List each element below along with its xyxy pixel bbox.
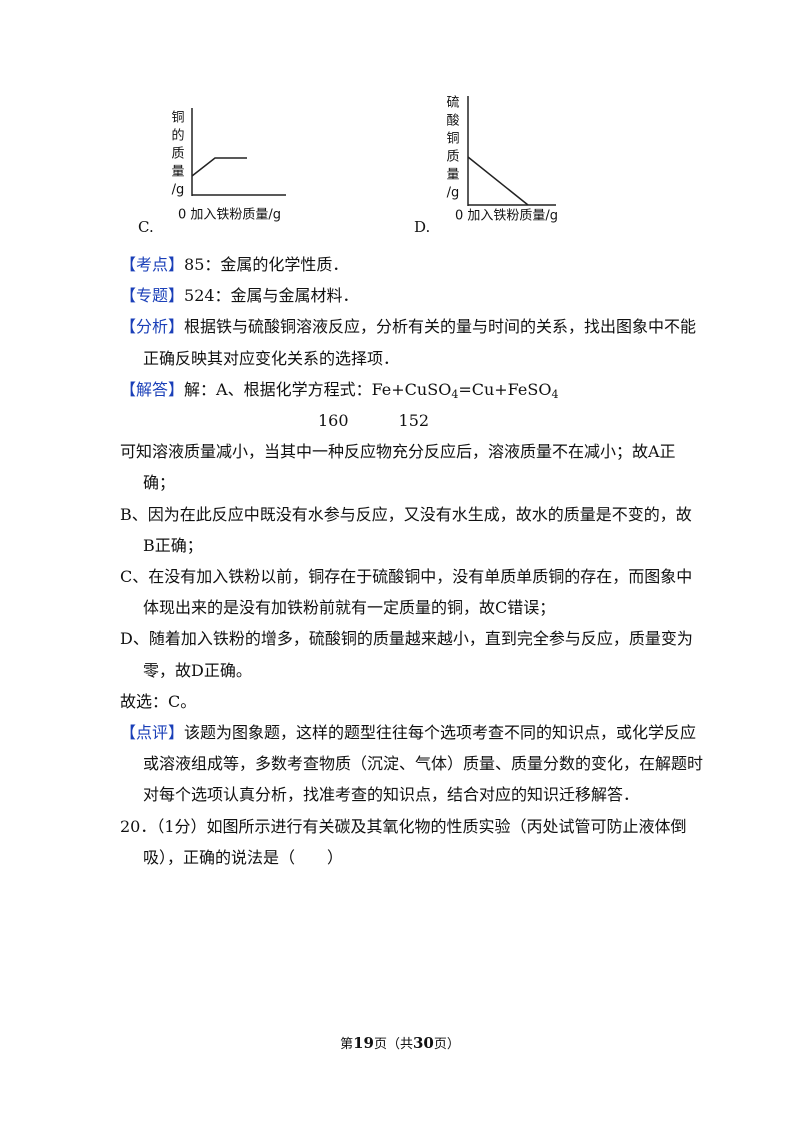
text-line: 体现出来的是没有加铁粉前就有一定质量的铜，故C错误； [143,597,555,619]
section-label: 【分析】 [120,317,185,337]
equation-part: 4 [451,387,459,401]
equation-part: =Cu+FeSO [458,379,552,399]
y-axis-label: 铜 [446,132,459,147]
text: B、因为在此反应中既没有水参与反应，又没有水生成，故水的质量是不变的，故 [120,504,692,524]
text-line: B、因为在此反应中既没有水参与反应，又没有水生成，故水的质量是不变的，故 [120,504,692,526]
mass: 160 [318,411,349,430]
y-axis-label: 酸 [446,114,459,129]
text: C、在没有加入铁粉以前，铜存在于硫酸铜中，没有单质单质铜的存在，而图象中 [120,567,693,586]
section-label: 【解答】 [120,379,185,399]
text: 524：金属与金属材料． [184,286,359,306]
equation-part: 4 [551,387,559,401]
text: 对每个选项认真分析，找准考查的知识点，结合对应的知识迁移解答． [143,785,640,805]
text: 故选：C。 [120,691,197,711]
y-axis-label: 质 [171,147,184,162]
text-line: 【解答】解：A、根据化学方程式：Fe+CuSO4=Cu+FeSO4 [120,379,558,401]
text-line: 吸），正确的说法是（ ） [143,847,343,869]
text-line: 可知溶液质量减小，当其中一种反应物充分反应后，溶液质量不在减小；故A正 [120,441,676,463]
x-axis-label: 0 加入铁粉质量/g [178,208,281,223]
question-text: 吸），正确的说法是（ ） [143,847,344,867]
section-label: 【考点】 [120,255,185,274]
text: 或溶液组成等，多数考查物质（沉淀、气体）质量、质量分数的变化，在解题时 [143,754,704,774]
option-label: C. [138,218,154,236]
text-line: B正确； [143,535,203,557]
text-line: 20．（1分）如图所示进行有关碳及其氧化物的性质实验（丙处试管可防止液体倒 [120,816,687,838]
text: 85：金属的化学性质． [184,255,349,274]
text: 确； [143,473,176,493]
section-label: 【点评】 [120,723,185,742]
text-line: C、在没有加入铁粉以前，铜存在于硫酸铜中，没有单质单质铜的存在，而图象中 [120,566,692,588]
text-line: 故选：C。 [120,691,196,713]
footer-text: 页） [433,1037,460,1052]
text-line: 【点评】该题为图象题，这样的题型往往每个选项考查不同的知识点，或化学反应 [120,722,696,744]
page-total: 30 [413,1034,434,1052]
y-axis-label: 质 [446,150,459,165]
text: B正确； [143,535,203,555]
text: 解：A、根据化学方程式： [184,379,372,399]
graph-line [191,157,247,177]
text-line: 零，故D正确。 [143,660,252,682]
text-line: 【专题】524：金属与金属材料． [120,285,359,307]
text-line: 确； [143,472,175,494]
footer-text: 页（共 [373,1037,413,1052]
question-text: 20．（1分）如图所示进行有关碳及其氧化物的性质实验（丙处试管可防止液体倒 [120,816,687,836]
y-axis-label: 量 [446,168,459,183]
text-line: 对每个选项认真分析，找准考查的知识点，结合对应的知识迁移解答． [143,784,639,806]
text: 零，故D正确。 [143,660,252,680]
y-axis-label: 硫 [446,96,459,111]
mass-line: 160 152 [318,410,429,432]
option-label: D. [414,218,430,236]
page-number: 19 [353,1034,374,1052]
text-line: 【考点】85：金属的化学性质． [120,254,348,276]
y-axis-label: 量 [171,165,184,180]
equation-part: Fe+CuSO [371,379,452,399]
y-axis-label: /g [447,186,460,201]
footer: 第19页（共30页） [0,1033,800,1052]
text: 正确反映其对应变化关系的选择项． [143,348,400,368]
text-line: D、随着加入铁粉的增多，硫酸铜的质量越来越小，直到完全参与反应，质量变为 [120,628,693,650]
text-line: 或溶液组成等，多数考查物质（沉淀、气体）质量、质量分数的变化，在解题时 [143,753,703,775]
text: 该题为图象题，这样的题型往往每个选项考查不同的知识点，或化学反应 [184,723,697,742]
text: 体现出来的是没有加铁粉前就有一定质量的铜，故C错误； [143,598,556,618]
section-label: 【专题】 [120,286,185,306]
text: 可知溶液质量减小，当其中一种反应物充分反应后，溶液质量不在减小；故A正 [120,442,676,462]
text-line: 【分析】根据铁与硫酸铜溶液反应，分析有关的量与时间的关系，找出图象中不能 [120,316,696,338]
x-axis-label: 0 加入铁粉质量/g [455,209,558,224]
text-line: 正确反映其对应变化关系的选择项． [143,348,399,370]
text: D、随着加入铁粉的增多，硫酸铜的质量越来越小，直到完全参与反应，质量变为 [120,629,693,649]
text: 根据铁与硫酸铜溶液反应，分析有关的量与时间的关系，找出图象中不能 [184,317,697,337]
y-axis-label: 铜 [171,111,184,126]
footer-text: 第 [340,1037,354,1052]
y-axis-label: /g [172,183,185,198]
y-axis-label: 的 [171,128,184,144]
mass: 152 [398,411,430,430]
graph-line [467,156,529,206]
